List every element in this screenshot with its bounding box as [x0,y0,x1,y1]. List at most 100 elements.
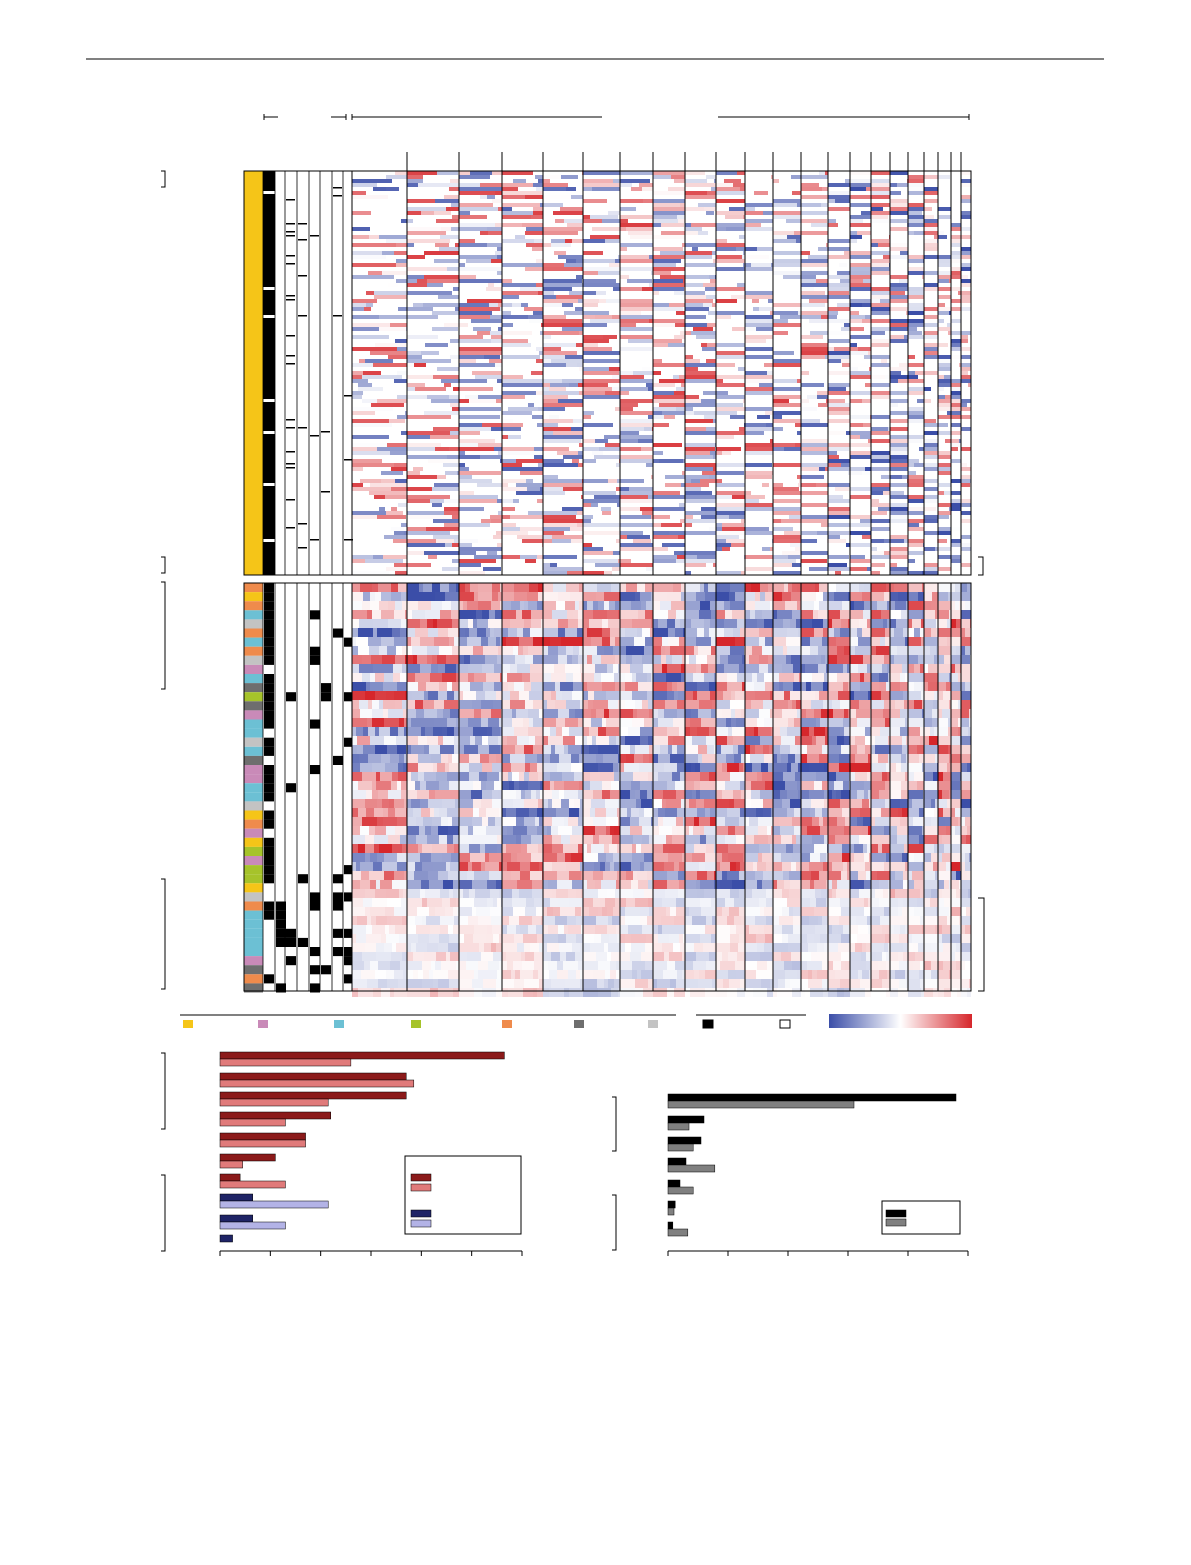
heatmap-cell [468,862,472,871]
heatmap-cell [580,862,583,871]
heatmap-cell [653,673,666,682]
heatmap-cell [401,898,407,907]
heatmap-cell [613,853,620,862]
heatmap-cell [650,628,653,637]
heatmap-cell [558,423,583,427]
heatmap-cell [543,183,568,187]
mutation-cell [344,892,354,902]
heatmap-cell [523,718,529,727]
heatmap-cell [801,583,815,592]
heatmap-cell [704,799,716,808]
heatmap-cell [895,601,906,610]
heatmap-cell [534,455,543,459]
heatmap-cell [529,808,537,817]
heatmap-cell [786,219,801,223]
heatmap-cell [653,491,680,495]
heatmap-cell [620,691,632,700]
heatmap-cell [716,727,728,736]
heatmap-cell [871,451,890,455]
heatmap-cell [449,889,453,898]
heatmap-cell [959,844,961,853]
heatmap-cell [418,754,431,763]
heatmap-cell [908,511,924,515]
heatmap-cell [828,431,846,435]
heatmap-cell [938,363,951,367]
heatmap-cell [431,853,442,862]
heatmap-cell [543,583,553,592]
heatmap-cell [578,817,583,826]
heatmap-cell [492,199,502,203]
heatmap-cell [583,335,603,339]
heatmap-cell [699,862,705,871]
heatmap-cell [421,592,435,601]
heatmap-cell [786,844,793,853]
heatmap-cell [850,487,871,491]
heatmap-cell [445,907,453,916]
heatmap-cell [419,583,423,592]
heatmap-cell [574,772,583,781]
heatmap-cell [620,435,653,439]
heatmap-cell [449,187,459,191]
heatmap-cell [865,862,871,871]
heatmap-cell [716,592,729,601]
heatmap-cell [951,267,961,271]
heatmap-cell [908,682,914,691]
heatmap-cell [924,567,938,571]
heatmap-cell [524,601,528,610]
heatmap-cell [569,291,583,295]
heatmap-cell [543,331,579,335]
heatmap-cell [653,547,668,551]
heatmap-cell [801,682,806,691]
heatmap-cell [459,175,490,179]
heatmap-cell [908,471,916,475]
heatmap-cell [890,399,908,403]
heatmap-cell [731,718,736,727]
heatmap-cell [447,267,459,271]
heatmap-cell [773,463,801,467]
heatmap-cell [379,601,388,610]
heatmap-cell [828,459,850,463]
heatmap-cell [543,727,550,736]
heatmap-cell [924,499,938,503]
heatmap-cell [696,592,705,601]
mutation-cell [298,874,308,884]
heatmap-cell [459,547,502,551]
heatmap-cell [694,781,700,790]
heatmap-cell [439,247,459,251]
heatmap-cell [865,383,871,387]
heatmap-cell [943,772,951,781]
heatmap-cell [961,637,971,646]
heatmap-cell [951,399,961,403]
heatmap-cell [745,267,773,271]
heatmap-cell [745,880,757,889]
heatmap-cell [571,195,583,199]
heatmap-cell [707,745,714,754]
heatmap-cell [437,709,443,718]
heatmap-cell [871,523,890,527]
heatmap-cell [716,844,728,853]
heatmap-cell [620,727,628,736]
heatmap-cell [620,543,653,547]
heatmap-cell [955,826,961,835]
heatmap-cell [871,718,885,727]
heatmap-cell [476,907,490,916]
heatmap-cell [430,673,442,682]
heatmap-cell [745,527,769,531]
heatmap-cell [593,835,599,844]
heatmap-cell [616,463,620,467]
heatmap-cell [809,790,824,799]
heatmap-cell [745,227,773,231]
heatmap-cell [499,862,502,871]
heatmap-cell [938,583,951,592]
heatmap-cell [368,727,375,736]
mutation-cell [333,928,343,938]
heatmap-cell [550,563,557,567]
heatmap-cell [566,673,573,682]
heatmap-cell [534,898,543,907]
heatmap-cell [653,287,684,291]
heatmap-cell [676,407,685,411]
heatmap-cell [387,646,396,655]
heatmap-cell [773,395,801,399]
heatmap-cell [499,808,502,817]
heatmap-cell [801,844,814,853]
